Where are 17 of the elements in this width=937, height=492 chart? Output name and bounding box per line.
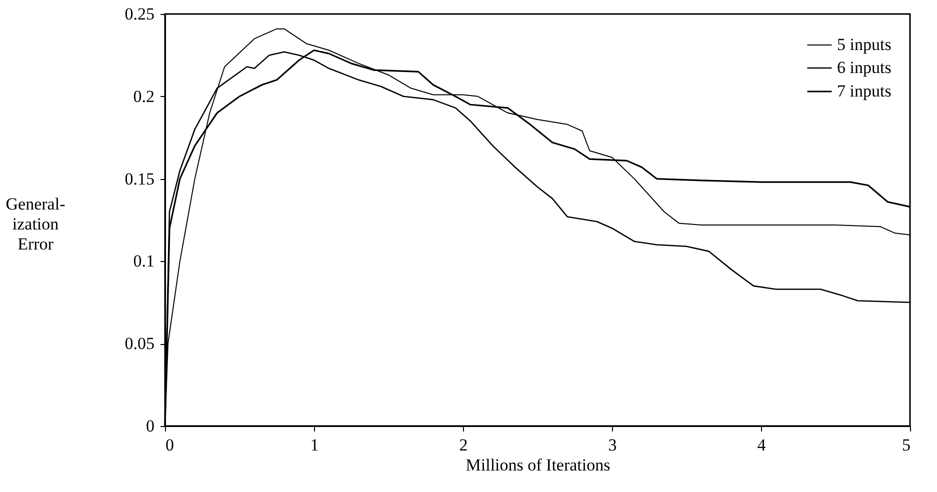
y-tick-label: 0.2 <box>133 86 154 106</box>
legend-label: 7 inputs <box>837 82 892 100</box>
x-tick-label: 3 <box>608 436 617 454</box>
x-tick-label: 5 <box>902 436 910 454</box>
x-tick-label: 0 <box>166 436 174 454</box>
x-tick-label: 2 <box>459 436 468 454</box>
legend-label: 6 inputs <box>837 58 892 77</box>
y-axis-title: General- ization Error <box>6 194 66 254</box>
x-tick-label: 1 <box>310 436 319 454</box>
legend-label: 5 inputs <box>837 35 892 54</box>
y-tick-label: 0.1 <box>133 252 154 271</box>
y-tick-label: 0.15 <box>124 169 154 188</box>
y-tick-label: 0 <box>146 416 154 436</box>
y-tick-label: 0.05 <box>124 334 154 354</box>
x-tick-label: 4 <box>757 436 766 454</box>
y-tick-label: 0.25 <box>124 4 154 24</box>
x-axis-title: Millions of Iterations <box>466 456 610 474</box>
